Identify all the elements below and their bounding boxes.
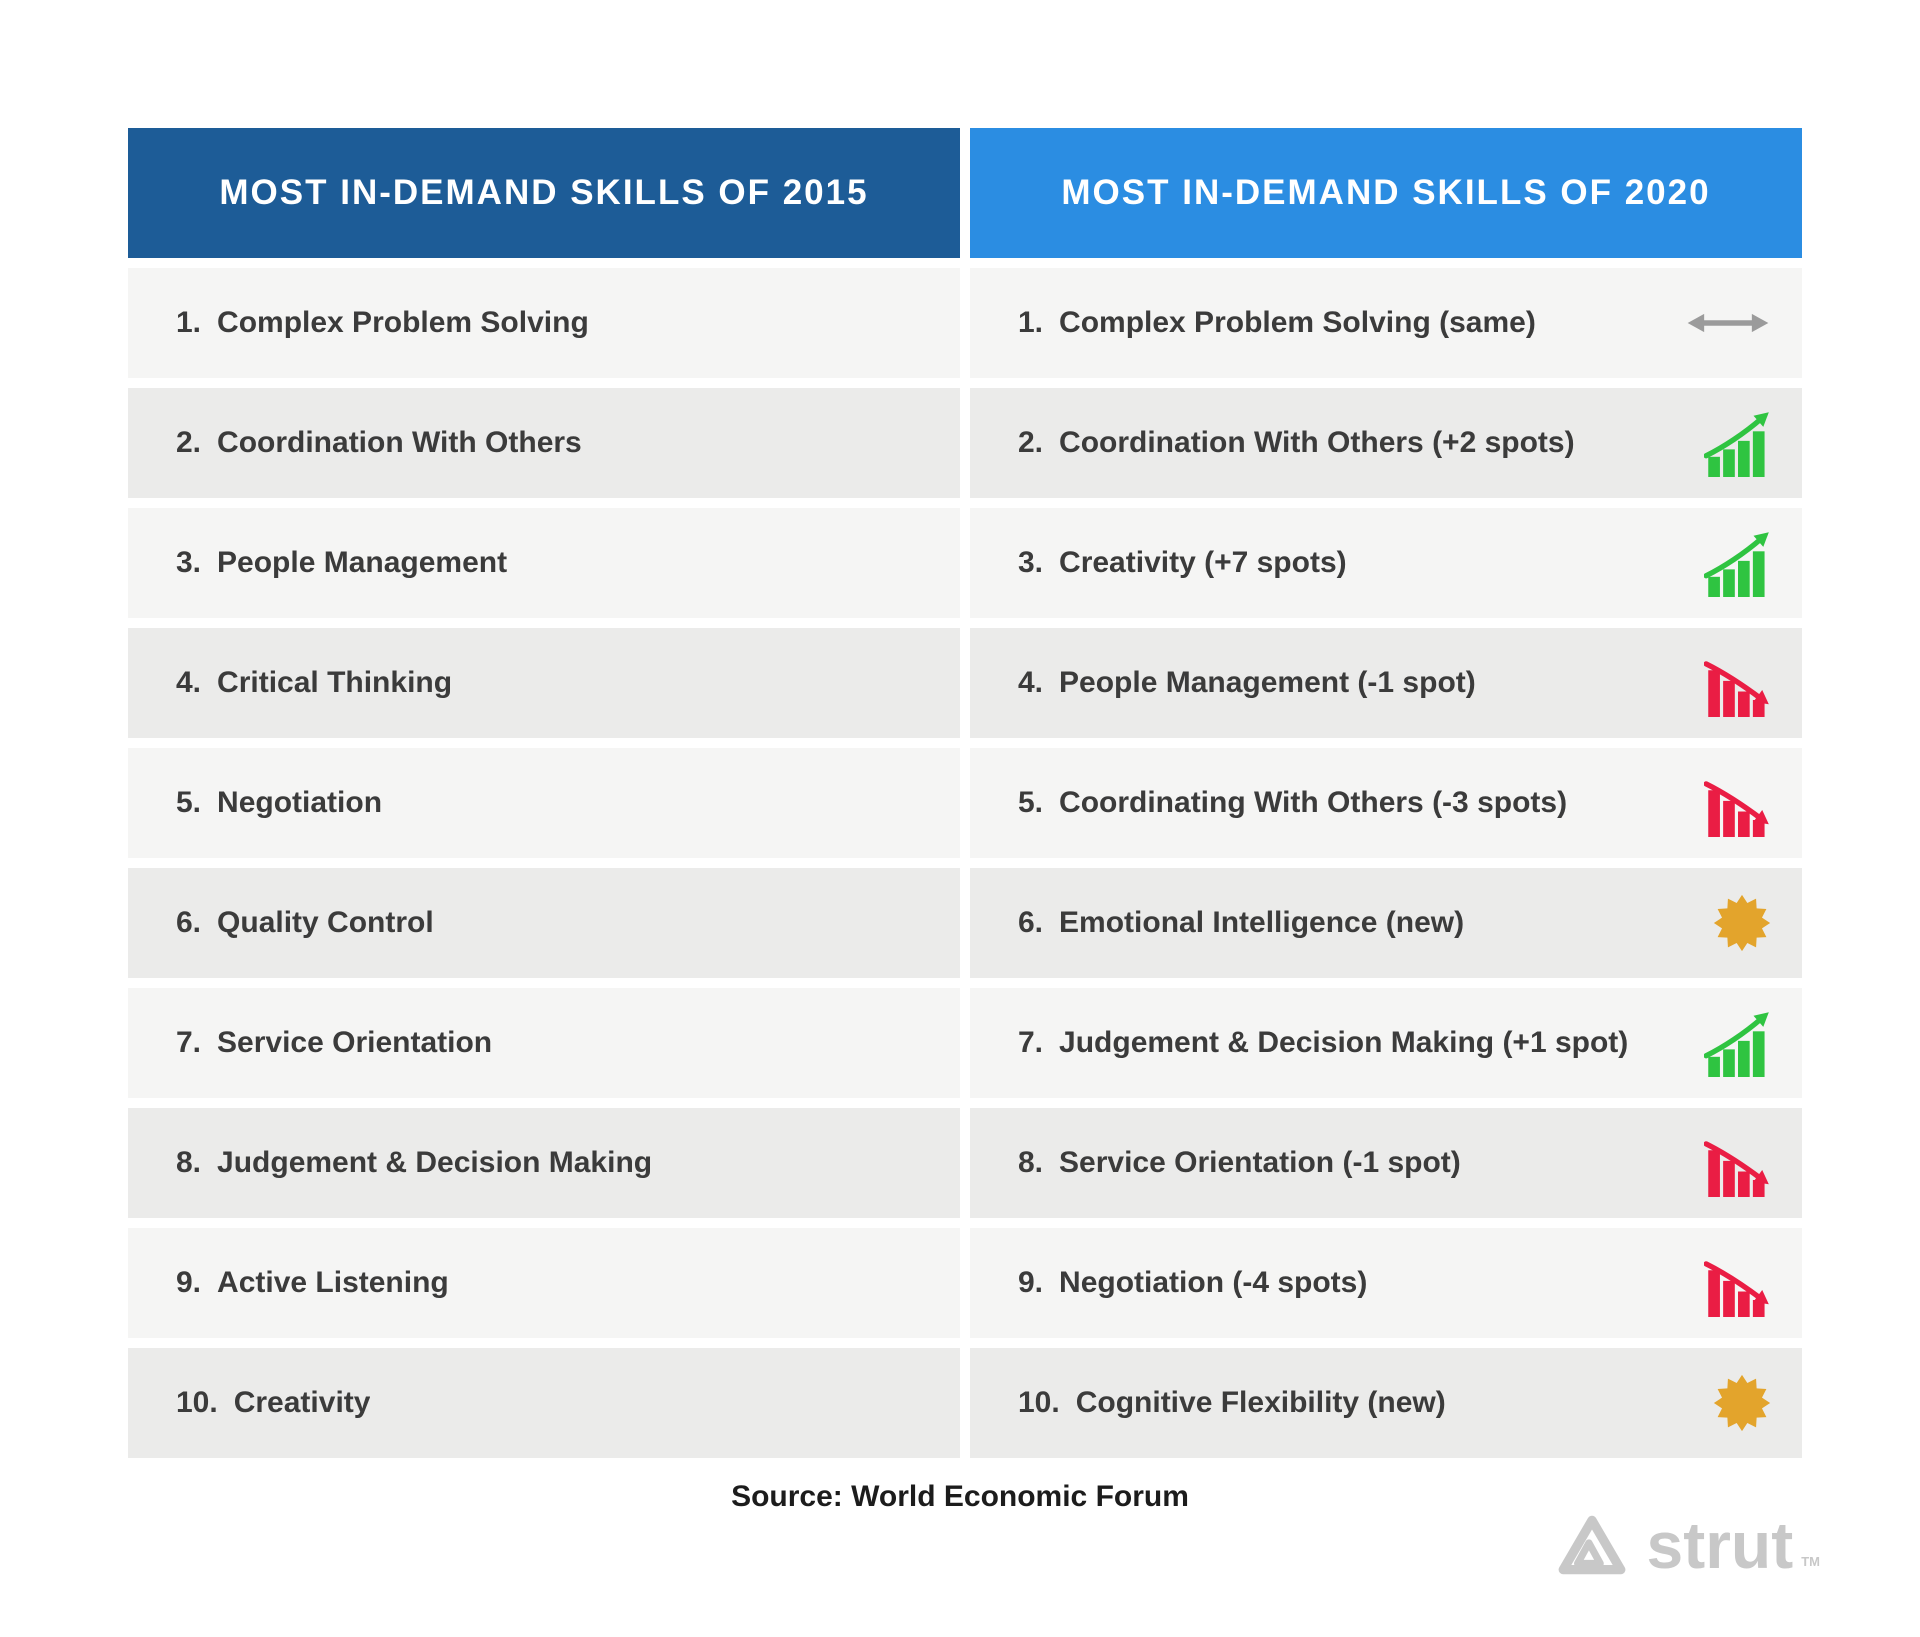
skill-rank: 7. — [176, 1026, 202, 1059]
skill-rank: 9. — [1018, 1266, 1044, 1299]
strut-triangle-icon — [1555, 1511, 1629, 1579]
skill-row: 10. Cognitive Flexibility (new) — [970, 1348, 1802, 1458]
skill-rank: 9. — [176, 1266, 202, 1299]
skill-rank: 3. — [1018, 546, 1044, 579]
column-header-2020: MOST IN-DEMAND SKILLS OF 2020 — [970, 128, 1802, 258]
skill-rank: 6. — [1018, 906, 1044, 939]
column-2020: MOST IN-DEMAND SKILLS OF 2020 1. Complex … — [970, 128, 1802, 1458]
new-starburst-icon — [1712, 893, 1772, 953]
new-starburst-icon — [1712, 1373, 1772, 1433]
skill-label: People Management (-1 spot) — [1059, 666, 1476, 699]
column-2015: MOST IN-DEMAND SKILLS OF 2015 1. Complex … — [128, 128, 960, 1458]
skill-row: 9. Negotiation (-4 spots) — [970, 1228, 1802, 1338]
skill-label: Coordination With Others — [217, 426, 582, 459]
skill-label: Creativity (+7 spots) — [1059, 546, 1347, 579]
trend-down-icon — [1704, 1129, 1772, 1197]
skill-row: 6. Emotional Intelligence (new) — [970, 868, 1802, 978]
skill-rank: 1. — [176, 306, 202, 339]
skill-rank: 8. — [176, 1146, 202, 1179]
skill-row: 6. Quality Control — [128, 868, 960, 978]
trademark-symbol: TM — [1801, 1554, 1820, 1569]
trend-up-icon — [1704, 529, 1772, 597]
skill-label: Coordinating With Others (-3 spots) — [1059, 786, 1568, 819]
skill-rank: 6. — [176, 906, 202, 939]
trend-up-icon — [1704, 1009, 1772, 1077]
skill-label: Coordination With Others (+2 spots) — [1059, 426, 1575, 459]
skill-row: 3. Creativity (+7 spots) — [970, 508, 1802, 618]
skill-rank: 1. — [1018, 306, 1044, 339]
trend-down-icon — [1704, 1249, 1772, 1317]
strut-logo: strut TM — [1555, 1511, 1820, 1579]
skill-row: 7. Service Orientation — [128, 988, 960, 1098]
skill-label: Creativity — [233, 1386, 371, 1419]
strut-logo-text: strut — [1646, 1508, 1794, 1582]
skill-rank: 5. — [176, 786, 202, 819]
skill-row: 7. Judgement & Decision Making (+1 spot) — [970, 988, 1802, 1098]
skill-row: 2. Coordination With Others (+2 spots) — [970, 388, 1802, 498]
skill-row: 8. Service Orientation (-1 spot) — [970, 1108, 1802, 1218]
skill-label: People Management — [217, 546, 508, 579]
skill-label: Judgement & Decision Making — [217, 1146, 653, 1179]
skill-rank: 5. — [1018, 786, 1044, 819]
skill-row: 5. Negotiation — [128, 748, 960, 858]
source-text: Source: World Economic Forum — [731, 1480, 1189, 1513]
skill-row: 10. Creativity — [128, 1348, 960, 1458]
skill-label: Negotiation (-4 spots) — [1059, 1266, 1368, 1299]
skill-label: Critical Thinking — [217, 666, 453, 699]
skill-rank: 8. — [1018, 1146, 1044, 1179]
skill-row: 5. Coordinating With Others (-3 spots) — [970, 748, 1802, 858]
skill-label: Service Orientation — [217, 1026, 493, 1059]
skill-rank: 7. — [1018, 1026, 1044, 1059]
skill-rank: 2. — [1018, 426, 1044, 459]
trend-up-icon — [1704, 409, 1772, 477]
skill-rank: 10. — [1018, 1386, 1060, 1419]
skill-rank: 10. — [176, 1386, 218, 1419]
skill-row: 9. Active Listening — [128, 1228, 960, 1338]
skill-rank: 2. — [176, 426, 202, 459]
skill-label: Negotiation — [217, 786, 383, 819]
skill-rank: 4. — [1018, 666, 1044, 699]
column-header-2015: MOST IN-DEMAND SKILLS OF 2015 — [128, 128, 960, 258]
same-arrow-icon — [1684, 303, 1772, 343]
skill-label: Complex Problem Solving (same) — [1059, 306, 1536, 339]
skill-row: 4. Critical Thinking — [128, 628, 960, 738]
skill-row: 1. Complex Problem Solving — [128, 268, 960, 378]
skill-label: Cognitive Flexibility (new) — [1075, 1386, 1446, 1419]
skill-label: Quality Control — [217, 906, 434, 939]
skill-row: 1. Complex Problem Solving (same) — [970, 268, 1802, 378]
skill-rank: 4. — [176, 666, 202, 699]
skill-row: 2. Coordination With Others — [128, 388, 960, 498]
skill-label: Active Listening — [217, 1266, 449, 1299]
skill-label: Complex Problem Solving — [217, 306, 589, 339]
skill-label: Emotional Intelligence (new) — [1059, 906, 1465, 939]
skill-label: Service Orientation (-1 spot) — [1059, 1146, 1461, 1179]
comparison-tables: MOST IN-DEMAND SKILLS OF 2015 1. Complex … — [128, 128, 1802, 1458]
skill-row: 8. Judgement & Decision Making — [128, 1108, 960, 1218]
trend-down-icon — [1704, 769, 1772, 837]
skill-row: 4. People Management (-1 spot) — [970, 628, 1802, 738]
skill-row: 3. People Management — [128, 508, 960, 618]
skill-rank: 3. — [176, 546, 202, 579]
skill-label: Judgement & Decision Making (+1 spot) — [1059, 1026, 1629, 1059]
trend-down-icon — [1704, 649, 1772, 717]
